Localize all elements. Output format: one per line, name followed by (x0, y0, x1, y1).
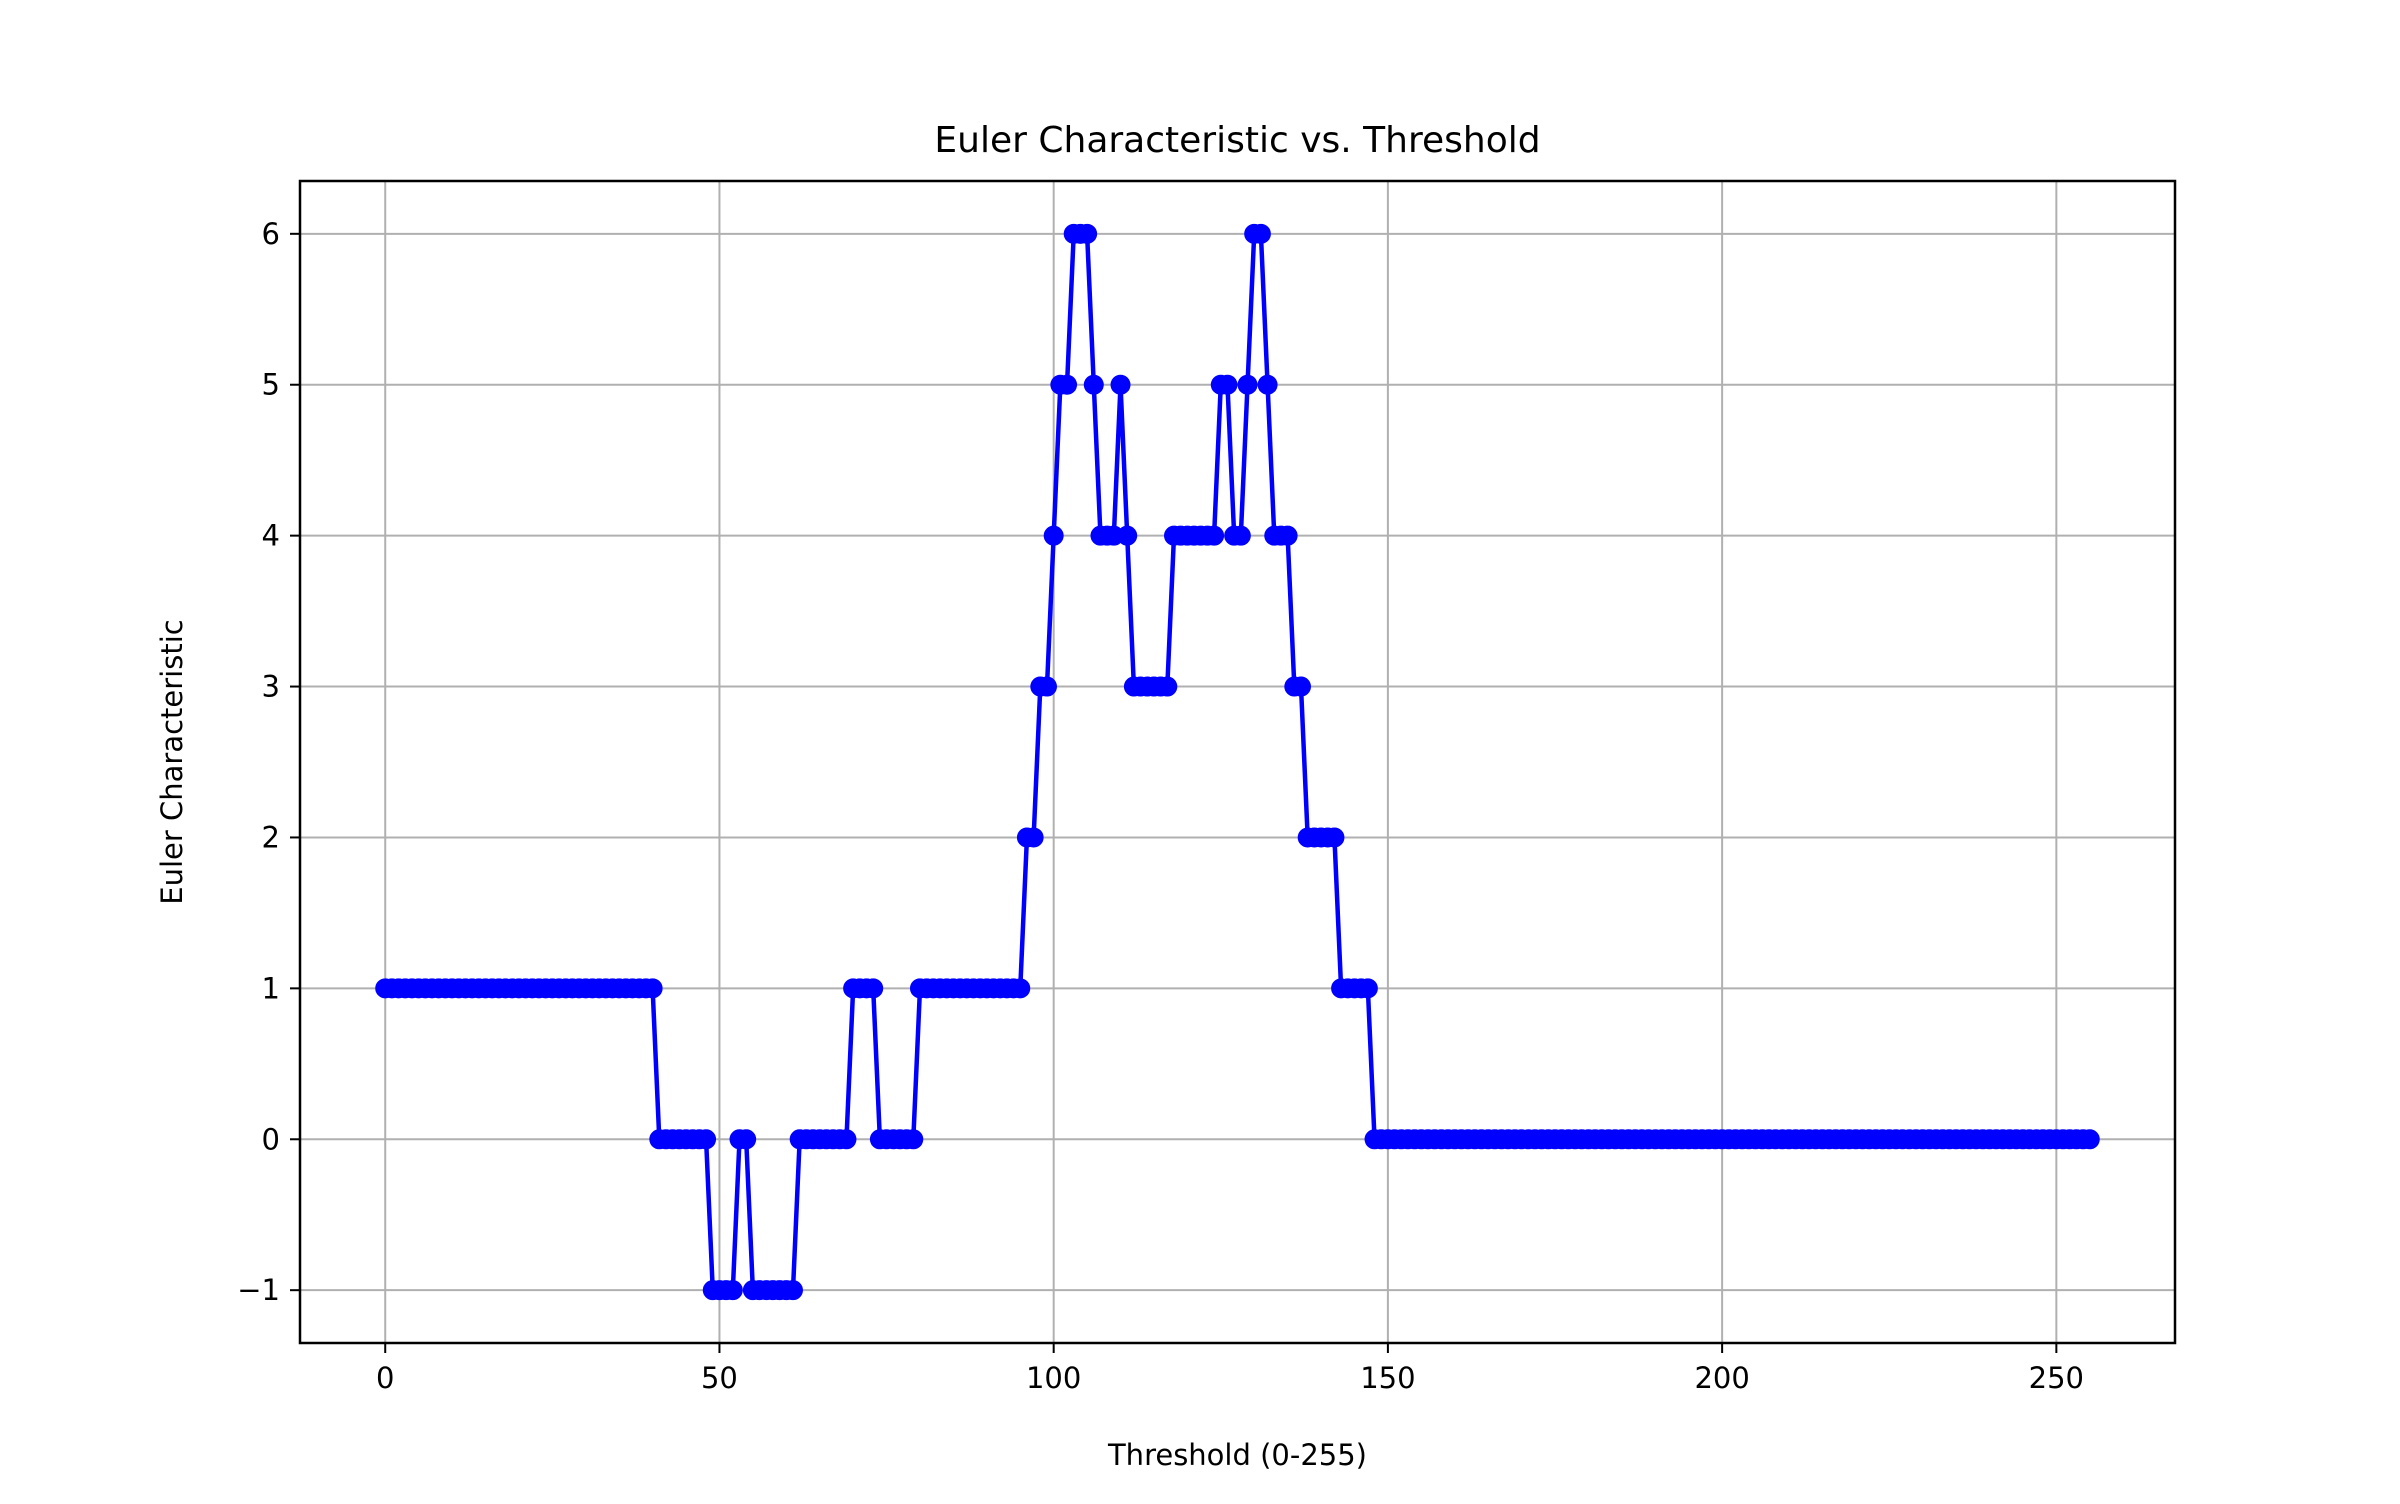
data-point (1043, 525, 1064, 546)
y-tick-label: 1 (262, 971, 280, 1005)
data-point (1357, 978, 1378, 999)
data-point (1117, 525, 1138, 546)
data-point (1057, 374, 1078, 395)
axis-ticks: 0 50 100 150 200 250 −1 0 1 2 3 4 5 6 (237, 217, 2084, 1395)
data-point (1157, 676, 1178, 697)
data-point (736, 1129, 757, 1150)
y-tick-label: −1 (237, 1273, 280, 1307)
data-point (1010, 978, 1031, 999)
y-tick-label: 2 (262, 820, 280, 854)
data-point (1257, 374, 1278, 395)
y-axis-label: Euler Characteristic (155, 619, 189, 904)
data-point (1277, 525, 1298, 546)
x-tick-label: 150 (1360, 1361, 1415, 1395)
data-point (836, 1129, 857, 1150)
x-tick-label: 0 (376, 1361, 394, 1395)
data-point (863, 978, 884, 999)
y-tick-label: 4 (262, 519, 280, 553)
data-point (1110, 374, 1131, 395)
data-point (1324, 827, 1345, 848)
data-point (722, 1280, 743, 1301)
plot-frame (298, 179, 2177, 1345)
data-point (903, 1129, 924, 1150)
data-point (1023, 827, 1044, 848)
data-point (1230, 525, 1251, 546)
y-tick-label: 3 (262, 670, 280, 704)
data-point (1083, 374, 1104, 395)
x-tick-label: 50 (701, 1361, 738, 1395)
x-axis-label: Threshold (0-255) (1107, 1438, 1367, 1472)
data-point (1204, 525, 1225, 546)
data-point (2079, 1129, 2100, 1150)
y-tick-label: 5 (262, 368, 280, 402)
data-point (1237, 374, 1258, 395)
grid-lines (300, 181, 2175, 1343)
data-point (1217, 374, 1238, 395)
data-point (1291, 676, 1311, 697)
series-layer (375, 223, 2100, 1301)
x-tick-label: 100 (1026, 1361, 1081, 1395)
data-point (1250, 223, 1271, 244)
chart-title: Euler Characteristic vs. Threshold (934, 120, 1540, 161)
data-point (782, 1280, 803, 1301)
x-tick-label: 200 (1694, 1361, 1749, 1395)
y-tick-label: 6 (262, 217, 280, 251)
data-point (696, 1129, 717, 1150)
data-point (1036, 676, 1057, 697)
y-tick-label: 0 (262, 1122, 280, 1156)
data-point (1077, 223, 1098, 244)
x-tick-label: 250 (2029, 1361, 2084, 1395)
data-point (642, 978, 663, 999)
